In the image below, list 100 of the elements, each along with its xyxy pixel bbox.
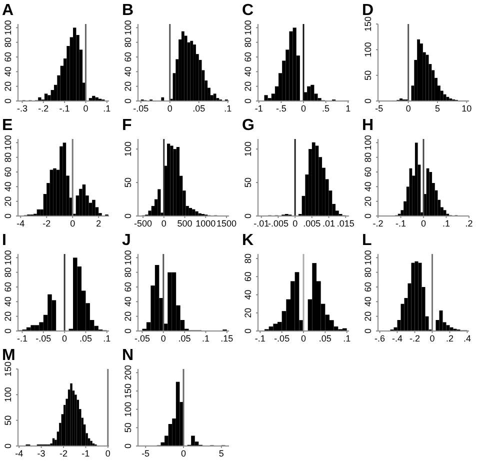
y-tick-label: 100 bbox=[123, 402, 133, 417]
y-tick-label: 60 bbox=[3, 282, 13, 292]
y-tick-label: 40 bbox=[123, 296, 133, 307]
y-tick-label: 60 bbox=[3, 166, 13, 178]
x-tick-label: -5 bbox=[375, 103, 384, 114]
y-tick-label: 100 bbox=[363, 135, 373, 150]
chart-title: I bbox=[2, 232, 6, 250]
x-tick-label: .05 bbox=[318, 333, 332, 344]
chart-title: C bbox=[242, 2, 254, 20]
x-tick-label: 0 bbox=[300, 333, 306, 344]
x-tick-label: .005 bbox=[303, 218, 321, 228]
y-tick-label: 80 bbox=[363, 152, 373, 162]
x-tick-label: 1 bbox=[346, 103, 351, 114]
x-tick-label: .2 bbox=[465, 218, 473, 228]
x-tick-label: -.005 bbox=[268, 218, 288, 228]
x-tick-label: 0 bbox=[70, 218, 76, 228]
x-tick-label: 0 bbox=[406, 103, 411, 114]
x-tick-label: -5 bbox=[142, 448, 150, 458]
x-tick-label: .1 bbox=[103, 103, 111, 114]
x-tick-label: 1500 bbox=[216, 218, 237, 228]
x-tick-label: -.1 bbox=[395, 218, 406, 228]
x-tick-label: -.6 bbox=[374, 333, 386, 344]
y-tick-label: 100 bbox=[123, 250, 133, 266]
x-tick-label: -.05 bbox=[134, 333, 150, 344]
y-tick-label: 20 bbox=[123, 311, 133, 322]
y-tick-label: 80 bbox=[123, 267, 133, 278]
y-tick-label: 0 bbox=[3, 98, 13, 104]
y-tick-label: 60 bbox=[363, 166, 373, 178]
y-tick-label: 100 bbox=[243, 142, 253, 157]
y-tick-label: 0 bbox=[363, 98, 373, 104]
y-tick-label: 40 bbox=[363, 296, 373, 307]
x-tick-label: 2 bbox=[96, 218, 102, 228]
y-tick-label: 50 bbox=[243, 178, 253, 188]
y-tick-label: 40 bbox=[3, 66, 13, 77]
y-tick-label: 50 bbox=[123, 178, 133, 188]
x-tick-label: 0 bbox=[292, 218, 298, 228]
x-tick-label: -.2 bbox=[38, 103, 49, 114]
y-tick-label: 80 bbox=[243, 254, 253, 264]
x-tick-label: -.1 bbox=[16, 333, 28, 344]
y-tick-label: 50 bbox=[3, 415, 13, 426]
chart-title: K bbox=[242, 232, 254, 250]
x-tick-label: 0 bbox=[180, 448, 186, 458]
x-tick-label: -500 bbox=[134, 218, 152, 228]
y-tick-label: 20 bbox=[123, 81, 133, 92]
x-tick-label: -1 bbox=[254, 103, 263, 114]
x-tick-label: 5 bbox=[218, 448, 224, 458]
x-tick-label: .4 bbox=[463, 333, 472, 344]
y-tick-label: 100 bbox=[123, 142, 133, 157]
y-tick-label: 40 bbox=[3, 296, 13, 307]
chart-title: N bbox=[122, 347, 134, 365]
y-tick-label: 80 bbox=[3, 267, 13, 278]
x-tick-label: -.01 bbox=[254, 218, 270, 228]
y-tick-label: 100 bbox=[363, 250, 373, 266]
y-tick-label: 20 bbox=[3, 311, 13, 322]
y-tick-label: 50 bbox=[363, 70, 373, 80]
x-tick-label: .1 bbox=[442, 218, 450, 228]
y-tick-label: 80 bbox=[3, 37, 13, 48]
x-tick-label: -.5 bbox=[276, 103, 286, 114]
y-tick-label: 0 bbox=[3, 213, 13, 219]
y-tick-label: 100 bbox=[3, 250, 13, 266]
x-tick-label: 0 bbox=[430, 333, 435, 344]
x-tick-label: -.05 bbox=[133, 103, 149, 114]
y-tick-label: 80 bbox=[3, 152, 13, 162]
x-tick-label: -.3 bbox=[16, 103, 28, 114]
x-tick-label: -.05 bbox=[274, 333, 290, 344]
x-tick-label: 5 bbox=[434, 103, 440, 114]
chart-title: J bbox=[122, 232, 131, 250]
y-tick-label: 100 bbox=[243, 20, 253, 36]
x-tick-label: -.4 bbox=[392, 333, 403, 344]
y-tick-label: 100 bbox=[3, 135, 13, 150]
x-tick-label: .15 bbox=[220, 333, 234, 344]
chart-title: L bbox=[362, 232, 372, 250]
y-tick-label: 80 bbox=[243, 37, 253, 48]
y-tick-label: 200 bbox=[123, 365, 133, 380]
chart-title: B bbox=[122, 2, 134, 20]
x-tick-label: 0 bbox=[300, 103, 306, 114]
x-tick-label: 0 bbox=[167, 103, 172, 114]
y-tick-label: 0 bbox=[3, 443, 13, 449]
x-tick-label: 0 bbox=[105, 448, 110, 458]
y-tick-label: 0 bbox=[363, 328, 373, 334]
y-tick-label: 0 bbox=[123, 443, 133, 449]
y-tick-label: 40 bbox=[243, 290, 253, 300]
y-tick-label: 50 bbox=[123, 422, 133, 433]
y-tick-label: 60 bbox=[3, 52, 13, 62]
x-tick-label: 10 bbox=[462, 103, 472, 114]
x-tick-label: 0 bbox=[83, 103, 88, 114]
y-tick-label: 0 bbox=[123, 213, 133, 219]
x-tick-label: -4 bbox=[15, 448, 24, 458]
y-tick-label: 20 bbox=[243, 81, 253, 92]
x-tick-label: -2 bbox=[42, 218, 51, 228]
y-tick-label: 150 bbox=[3, 361, 13, 377]
x-tick-label: .5 bbox=[322, 103, 330, 114]
x-tick-label: 1000 bbox=[196, 218, 216, 228]
x-tick-label: -4 bbox=[16, 218, 25, 228]
y-tick-label: 0 bbox=[123, 98, 133, 104]
y-tick-label: 60 bbox=[243, 272, 253, 282]
x-tick-label: 0 bbox=[62, 333, 68, 344]
x-tick-label: 0 bbox=[161, 218, 166, 228]
y-tick-label: 60 bbox=[363, 282, 373, 292]
y-tick-label: 60 bbox=[123, 52, 133, 62]
